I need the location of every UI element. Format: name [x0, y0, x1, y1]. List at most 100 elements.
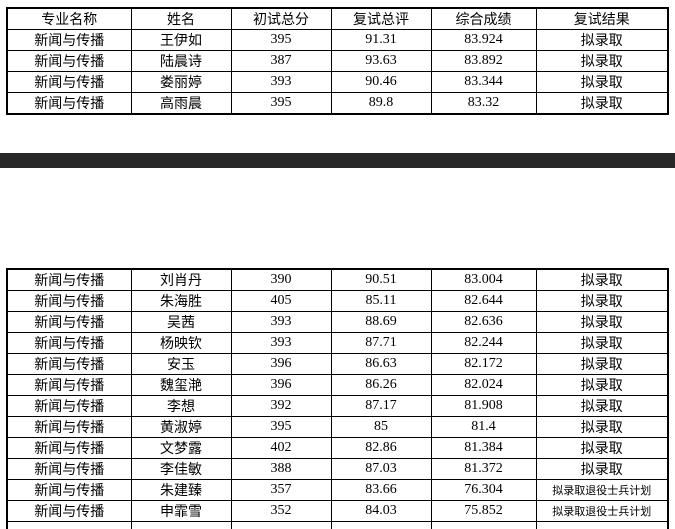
cell-retest_result: 拟录取 [535, 50, 669, 72]
table-row: 新闻与传播 文梦露 402 82.86 81.384 拟录取 [6, 437, 669, 459]
cell-retest_result: 拟录取 [535, 92, 669, 115]
cell-empty [6, 521, 132, 529]
cell-composite_score: 82.172 [430, 353, 537, 375]
cell-retest_result: 拟录取 [535, 311, 669, 333]
cell-initial_total: 393 [230, 332, 332, 354]
cell-composite_score: 82.024 [430, 374, 537, 396]
table-row: 新闻与传播 朱建臻 357 83.66 76.304 拟录取退役士兵计划 [6, 479, 669, 501]
cell-major: 新闻与传播 [6, 479, 132, 501]
cell-major: 新闻与传播 [6, 268, 132, 291]
cell-composite_score: 83.344 [430, 71, 537, 93]
cell-retest_result: 拟录取 [535, 332, 669, 354]
cell-major: 新闻与传播 [6, 353, 132, 375]
table-row: 新闻与传播 安玉 396 86.63 82.172 拟录取 [6, 353, 669, 375]
column-header: 复试结果 [535, 7, 669, 30]
cell-name: 申霏雪 [130, 500, 232, 522]
cell-initial_total: 395 [230, 29, 332, 51]
cell-name: 娄丽婷 [130, 71, 232, 93]
column-header: 初试总分 [230, 7, 332, 30]
table-row: 新闻与传播 申霏雪 352 84.03 75.852 拟录取退役士兵计划 [6, 500, 669, 522]
cell-retest_overall: 83.66 [330, 479, 432, 501]
cell-name: 高雨晨 [130, 92, 232, 115]
page-break-divider-bar [0, 153, 675, 168]
cell-name: 刘肖丹 [130, 268, 232, 291]
cell-initial_total: 388 [230, 458, 332, 480]
cell-initial_total: 393 [230, 311, 332, 333]
cell-retest_overall: 93.63 [330, 50, 432, 72]
cell-composite_score: 82.636 [430, 311, 537, 333]
cell-composite_score: 83.892 [430, 50, 537, 72]
column-header: 复试总评 [330, 7, 432, 30]
cell-retest_overall: 87.03 [330, 458, 432, 480]
cell-composite_score: 83.32 [430, 92, 537, 115]
cell-initial_total: 390 [230, 268, 332, 291]
cell-initial_total: 352 [230, 500, 332, 522]
cell-composite_score: 81.908 [430, 395, 537, 417]
cell-name: 朱海胜 [130, 290, 232, 312]
cell-initial_total: 396 [230, 374, 332, 396]
cell-retest_result: 拟录取 [535, 290, 669, 312]
cell-initial_total: 395 [230, 416, 332, 438]
table-row-partial [6, 521, 669, 529]
cell-major: 新闻与传播 [6, 500, 132, 522]
cell-name: 吴茜 [130, 311, 232, 333]
cell-name: 魏玺滟 [130, 374, 232, 396]
cell-initial_total: 387 [230, 50, 332, 72]
admission-results-table-page2: 新闻与传播 刘肖丹 390 90.51 83.004 拟录取 新闻与传播 朱海胜 405 85.1… [6, 268, 669, 529]
table-header: 专业名称 姓名 初试总分 复试总评 综合成绩 复试结果 [6, 7, 669, 30]
cell-major: 新闻与传播 [6, 395, 132, 417]
cell-initial_total: 405 [230, 290, 332, 312]
cell-name: 文梦露 [130, 437, 232, 459]
cell-retest_result: 拟录取退役士兵计划 [535, 500, 669, 522]
cell-composite_score: 75.852 [430, 500, 537, 522]
cell-retest_result: 拟录取 [535, 29, 669, 51]
cell-name: 黄淑婷 [130, 416, 232, 438]
cell-name: 陆晨诗 [130, 50, 232, 72]
cell-composite_score: 82.644 [430, 290, 537, 312]
cell-retest_result: 拟录取 [535, 353, 669, 375]
table-row: 新闻与传播 娄丽婷 393 90.46 83.344 拟录取 [6, 71, 669, 93]
cell-retest_overall: 84.03 [330, 500, 432, 522]
table-row: 新闻与传播 朱海胜 405 85.11 82.644 拟录取 [6, 290, 669, 312]
cell-empty [130, 521, 232, 529]
cell-composite_score: 81.372 [430, 458, 537, 480]
cell-name: 李佳敏 [130, 458, 232, 480]
header-row: 专业名称 姓名 初试总分 复试总评 综合成绩 复试结果 [6, 7, 669, 30]
cell-initial_total: 396 [230, 353, 332, 375]
cell-composite_score: 81.4 [430, 416, 537, 438]
cell-retest_overall: 91.31 [330, 29, 432, 51]
cell-initial_total: 393 [230, 71, 332, 93]
cell-initial_total: 392 [230, 395, 332, 417]
table-row: 新闻与传播 黄淑婷 395 85 81.4 拟录取 [6, 416, 669, 438]
cell-retest_result: 拟录取 [535, 268, 669, 291]
cell-major: 新闻与传播 [6, 311, 132, 333]
cell-name: 杨映钦 [130, 332, 232, 354]
cell-name: 朱建臻 [130, 479, 232, 501]
cell-retest_overall: 85.11 [330, 290, 432, 312]
cell-retest_overall: 90.51 [330, 268, 432, 291]
cell-major: 新闻与传播 [6, 29, 132, 51]
cell-composite_score: 76.304 [430, 479, 537, 501]
admission-results-table-page1: 专业名称 姓名 初试总分 复试总评 综合成绩 复试结果 新闻与传播 王伊如 395 91.31 8… [6, 7, 669, 115]
table-row: 新闻与传播 王伊如 395 91.31 83.924 拟录取 [6, 29, 669, 51]
clipped-partial-row-body [6, 521, 669, 529]
table-row: 新闻与传播 吴茜 393 88.69 82.636 拟录取 [6, 311, 669, 333]
cell-retest_overall: 87.71 [330, 332, 432, 354]
cell-retest_overall: 87.17 [330, 395, 432, 417]
cell-retest_overall: 89.8 [330, 92, 432, 115]
cell-empty [430, 521, 537, 529]
cell-retest_overall: 90.46 [330, 71, 432, 93]
cell-retest_result: 拟录取 [535, 71, 669, 93]
cell-composite_score: 82.244 [430, 332, 537, 354]
cell-retest_result: 拟录取 [535, 458, 669, 480]
cell-retest_result: 拟录取退役士兵计划 [535, 479, 669, 501]
table-row: 新闻与传播 李佳敏 388 87.03 81.372 拟录取 [6, 458, 669, 480]
cell-major: 新闻与传播 [6, 437, 132, 459]
column-header: 综合成绩 [430, 7, 537, 30]
cell-major: 新闻与传播 [6, 332, 132, 354]
cell-major: 新闻与传播 [6, 290, 132, 312]
cell-composite_score: 81.384 [430, 437, 537, 459]
cell-retest_overall: 86.63 [330, 353, 432, 375]
table-row: 新闻与传播 杨映钦 393 87.71 82.244 拟录取 [6, 332, 669, 354]
table-body: 新闻与传播 王伊如 395 91.31 83.924 拟录取 新闻与传播 陆晨诗 387 93.6… [6, 29, 669, 115]
